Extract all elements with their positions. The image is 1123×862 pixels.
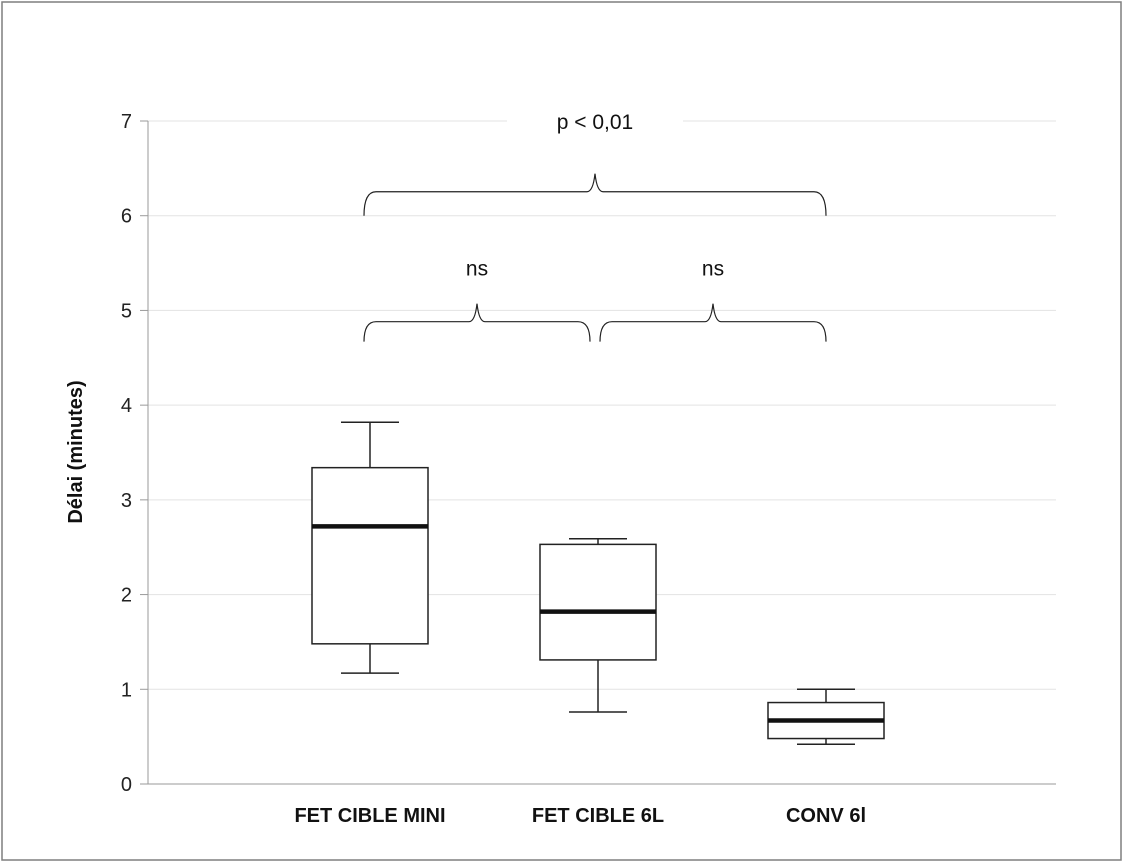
y-tick-label: 1 bbox=[121, 679, 132, 701]
label-background bbox=[507, 103, 683, 139]
y-axis-title: Délai (minutes) bbox=[65, 380, 87, 523]
y-tick-label: 3 bbox=[121, 490, 132, 512]
bracket bbox=[363, 173, 827, 216]
y-tick-label: 5 bbox=[121, 300, 132, 322]
p-value-label: p < 0,01 bbox=[557, 111, 633, 134]
bracket bbox=[599, 303, 827, 342]
box-1 bbox=[311, 421, 429, 674]
ns-label: ns bbox=[466, 258, 488, 281]
comparison-2: ns bbox=[363, 258, 591, 342]
box-3 bbox=[767, 688, 885, 745]
category-label: FET CIBLE MINI bbox=[294, 805, 445, 827]
comparison-1: p < 0,01 bbox=[363, 103, 827, 216]
comparison-3: ns bbox=[599, 258, 827, 342]
iqr-box bbox=[311, 466, 429, 645]
boxes bbox=[311, 421, 885, 745]
bracket bbox=[363, 303, 591, 342]
grid-lines bbox=[148, 120, 1056, 690]
y-tick-label: 4 bbox=[121, 395, 132, 417]
ns-label: ns bbox=[702, 258, 724, 281]
y-tick-label: 0 bbox=[121, 774, 132, 796]
iqr-box bbox=[539, 543, 657, 661]
category-labels: FET CIBLE MINI FET CIBLE 6L CONV 6l bbox=[294, 805, 866, 827]
y-tick-label: 7 bbox=[121, 111, 132, 133]
box-2 bbox=[539, 537, 657, 713]
y-tick-label: 2 bbox=[121, 585, 132, 607]
category-label: CONV 6l bbox=[786, 805, 866, 827]
y-axis: 0 1 2 3 4 5 6 7 bbox=[121, 111, 1056, 796]
y-tick-label: 6 bbox=[121, 206, 132, 228]
significance-brackets: p < 0,01 ns ns bbox=[363, 103, 827, 342]
category-label: FET CIBLE 6L bbox=[532, 805, 664, 827]
